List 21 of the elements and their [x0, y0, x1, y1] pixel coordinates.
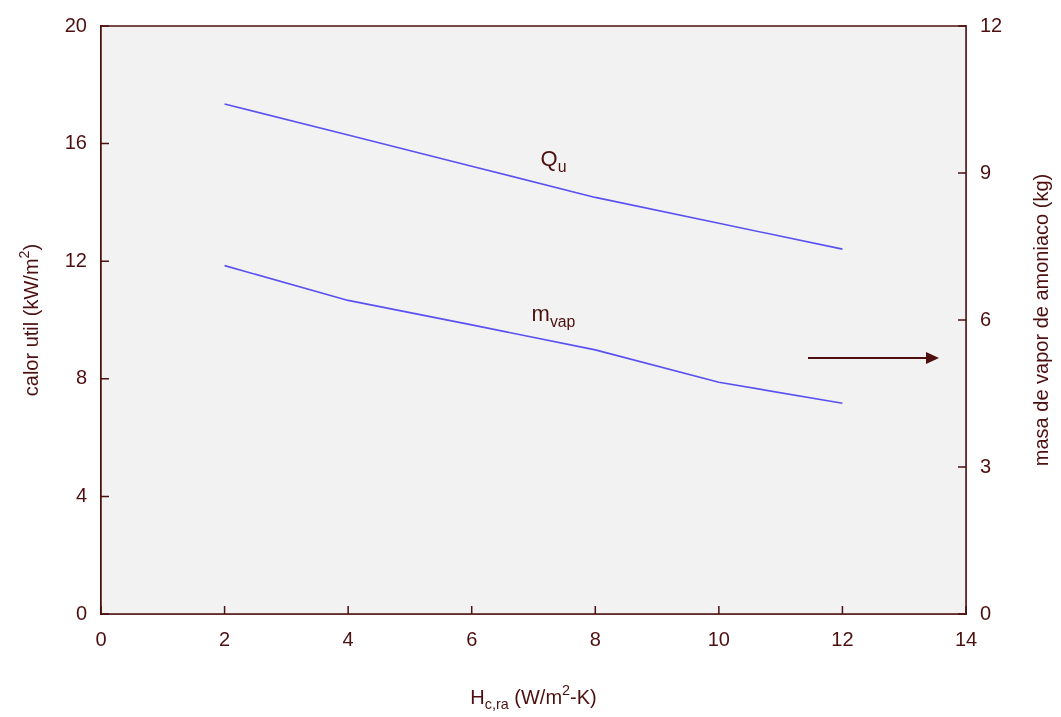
x-tick-label: 14 [954, 627, 978, 650]
y-axis-title: calor util (kW/m2) [15, 243, 42, 397]
x-tick-label: 10 [707, 627, 730, 650]
y-tick-label: 8 [75, 366, 87, 389]
x-tick-label: 2 [219, 627, 231, 650]
x-tick-label: 6 [466, 627, 478, 650]
x-tick-label: 12 [831, 627, 854, 650]
y2-axis-title: masa de vapor de amoniaco (kg) [1029, 173, 1052, 467]
y-tick-label: 0 [75, 601, 87, 624]
y-tick-label: 12 [64, 248, 87, 271]
x-tick-label: 8 [589, 627, 601, 650]
y2-tick-label: 0 [980, 601, 992, 624]
x-tick-label: 4 [342, 627, 354, 650]
y-tick-label: 20 [64, 13, 87, 36]
y2-tick-label: 12 [980, 13, 1003, 36]
x-tick-label: 0 [95, 627, 107, 650]
y-tick-label: 4 [75, 483, 87, 506]
y2-tick-label: 3 [980, 454, 992, 477]
y2-tick-label: 6 [980, 307, 992, 330]
y2-tick-label: 9 [980, 160, 992, 183]
y-tick-label: 16 [64, 131, 87, 154]
